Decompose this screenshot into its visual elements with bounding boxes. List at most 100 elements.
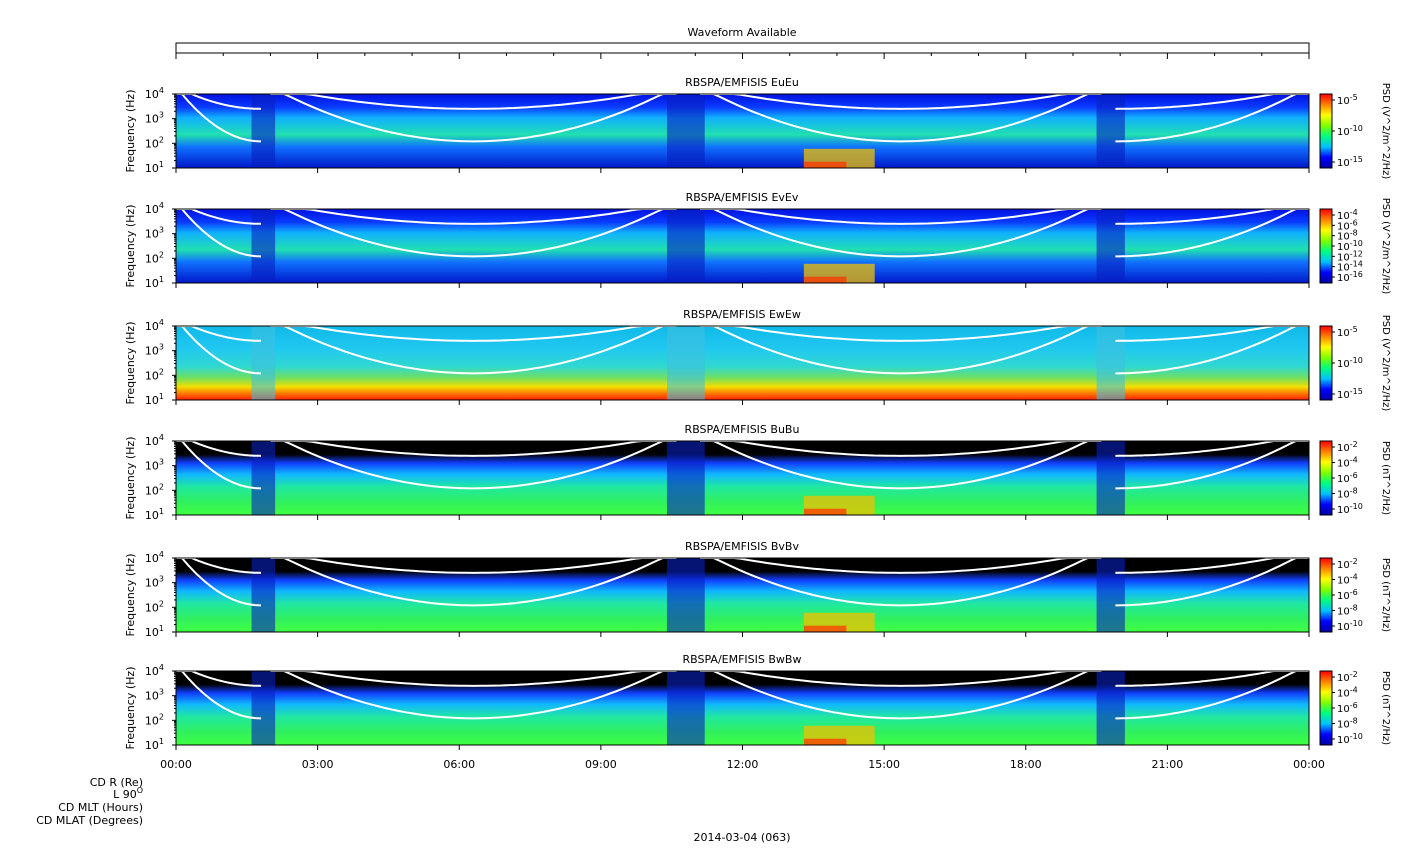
spectrogram-image	[176, 671, 1309, 745]
y-tick-base: 10	[145, 137, 159, 150]
y-tick-base: 10	[145, 690, 159, 703]
y-tick-base: 10	[145, 577, 159, 590]
colorbar-tick-label: 10-12	[1337, 249, 1363, 263]
colorbar-tick-base: 10	[1337, 607, 1350, 618]
colorbar-tick-exp: -16	[1350, 270, 1363, 279]
y-tick-base: 10	[145, 320, 159, 333]
colorbar-tick-label: 10-8	[1337, 487, 1358, 501]
colorbar-tick-label: 10-4	[1337, 456, 1358, 470]
y-tick-label: 101	[145, 507, 164, 522]
colorbar-tick-exp: -10	[1350, 239, 1363, 248]
x-tick-label: 03:00	[302, 758, 334, 771]
colorbar-tick-exp: -4	[1350, 208, 1358, 217]
y-tick-base: 10	[145, 162, 159, 175]
y-tick-label: 103	[145, 688, 164, 703]
perigee-band	[1096, 558, 1125, 632]
perigee-band	[1096, 209, 1125, 283]
guide-curve-upper	[700, 325, 1102, 342]
colorbar-tick-label: 10-10	[1337, 239, 1363, 253]
colorbar-tick-base: 10	[1337, 474, 1350, 485]
y-tick-label: 104	[145, 318, 164, 333]
colorbar-tick-base: 10	[1337, 232, 1350, 243]
colorbar-tick-label: 10-4	[1337, 208, 1358, 222]
guide-curve-upper	[270, 440, 677, 457]
colorbar-tick-base: 10	[1337, 490, 1350, 501]
spectrogram-image	[176, 558, 1309, 632]
x-tick-label: 18:00	[1010, 758, 1042, 771]
perigee-band	[1096, 94, 1125, 168]
colorbar-tick-label: 10-5	[1337, 325, 1358, 339]
colorbar-tick-exp: -4	[1350, 456, 1358, 465]
panel-title: RBSPA/EMFISIS BvBv	[685, 540, 799, 553]
date-label: 2014-03-04 (063)	[693, 831, 790, 844]
row-label-l-sup: O	[137, 786, 143, 795]
colorbar-tick-exp: -10	[1350, 502, 1363, 511]
colorbar-tick-exp: -8	[1350, 717, 1358, 726]
emission-core	[803, 161, 847, 168]
colorbar	[1319, 208, 1333, 284]
emission-core	[803, 738, 847, 745]
y-tick-label: 101	[145, 737, 164, 752]
colorbar-tick-base: 10	[1337, 720, 1350, 731]
colorbar-tick-exp: -15	[1350, 387, 1363, 396]
colorbar-tick-base: 10	[1337, 211, 1350, 222]
perigee-band	[251, 209, 276, 283]
guide-curve-upper	[700, 557, 1102, 574]
guide-curve-lower	[176, 557, 261, 607]
colorbar-tick-exp: -12	[1350, 249, 1363, 258]
guide-curve-upper	[270, 208, 677, 225]
y-tick-label: 104	[145, 663, 164, 678]
colorbar-tick-label: 10-10	[1337, 619, 1363, 633]
colorbar-tick-label: 10-2	[1337, 670, 1358, 684]
y-tick-base: 10	[145, 460, 159, 473]
panel-title: RBSPA/EMFISIS BuBu	[685, 423, 800, 436]
y-tick-label: 101	[145, 275, 164, 290]
x-tick-label: 06:00	[443, 758, 475, 771]
colorbar-tick-label: 10-15	[1337, 155, 1363, 169]
spectrogram-image	[176, 94, 1309, 168]
colorbar-tick-label: 10-6	[1337, 701, 1358, 715]
colorbar-tick-exp: -6	[1350, 588, 1358, 597]
guide-curve-upper	[700, 208, 1102, 225]
colorbar-tick-base: 10	[1337, 735, 1350, 746]
row-label-l-text: L 90	[113, 788, 137, 801]
colorbar-tick-base: 10	[1337, 359, 1350, 370]
colorbar-tick-label: 10-16	[1337, 270, 1363, 284]
guide-curve-lower	[700, 557, 1102, 607]
y-tick-exp: 2	[159, 367, 164, 376]
perigee-band	[666, 94, 705, 168]
waveform-strip: Waveform Available	[175, 26, 1310, 59]
perigee-band	[251, 558, 276, 632]
guide-curve-lower	[1115, 557, 1309, 607]
y-tick-base: 10	[145, 714, 159, 727]
colorbar-tick-base: 10	[1337, 689, 1350, 700]
y-tick-base: 10	[145, 435, 159, 448]
spectrogram-panel: RBSPA/EMFISIS EuEu104103102101Frequency …	[124, 76, 1391, 179]
guide-curve-upper	[700, 670, 1102, 687]
colorbar-tick-label: 10-14	[1337, 260, 1363, 274]
x-tick-label: 21:00	[1152, 758, 1184, 771]
colorbar-tick-label: 10-4	[1337, 573, 1358, 587]
spectrogram-image	[176, 209, 1309, 283]
ephemeris-labels: CD R (Re) L 90O CD MLT (Hours) CD MLAT (…	[36, 776, 143, 827]
perigee-band	[251, 441, 276, 515]
x-tick-label: 09:00	[585, 758, 617, 771]
colorbar-tick-exp: -6	[1350, 218, 1358, 227]
colorbar-tick-label: 10-15	[1337, 387, 1363, 401]
y-tick-exp: 1	[159, 624, 164, 633]
guide-curve-lower	[176, 325, 261, 375]
colorbar-tick-label: 10-10	[1337, 732, 1363, 746]
guide-curve-lower	[700, 325, 1102, 375]
colorbar-tick-base: 10	[1337, 263, 1350, 274]
colorbar-tick-exp: -5	[1350, 93, 1358, 102]
y-tick-exp: 1	[159, 507, 164, 516]
spectrogram-panel: RBSPA/EMFISIS BwBw104103102101Frequency …	[124, 653, 1391, 752]
y-tick-exp: 1	[159, 392, 164, 401]
y-tick-label: 101	[145, 392, 164, 407]
guide-curve-lower	[1115, 670, 1309, 720]
colorbar-tick-base: 10	[1337, 158, 1350, 169]
colorbar-label: PSD (V^2/m^2/Hz)	[1380, 198, 1391, 295]
y-tick-base: 10	[145, 665, 159, 678]
guide-curve-lower	[176, 670, 261, 720]
y-tick-label: 101	[145, 160, 164, 175]
